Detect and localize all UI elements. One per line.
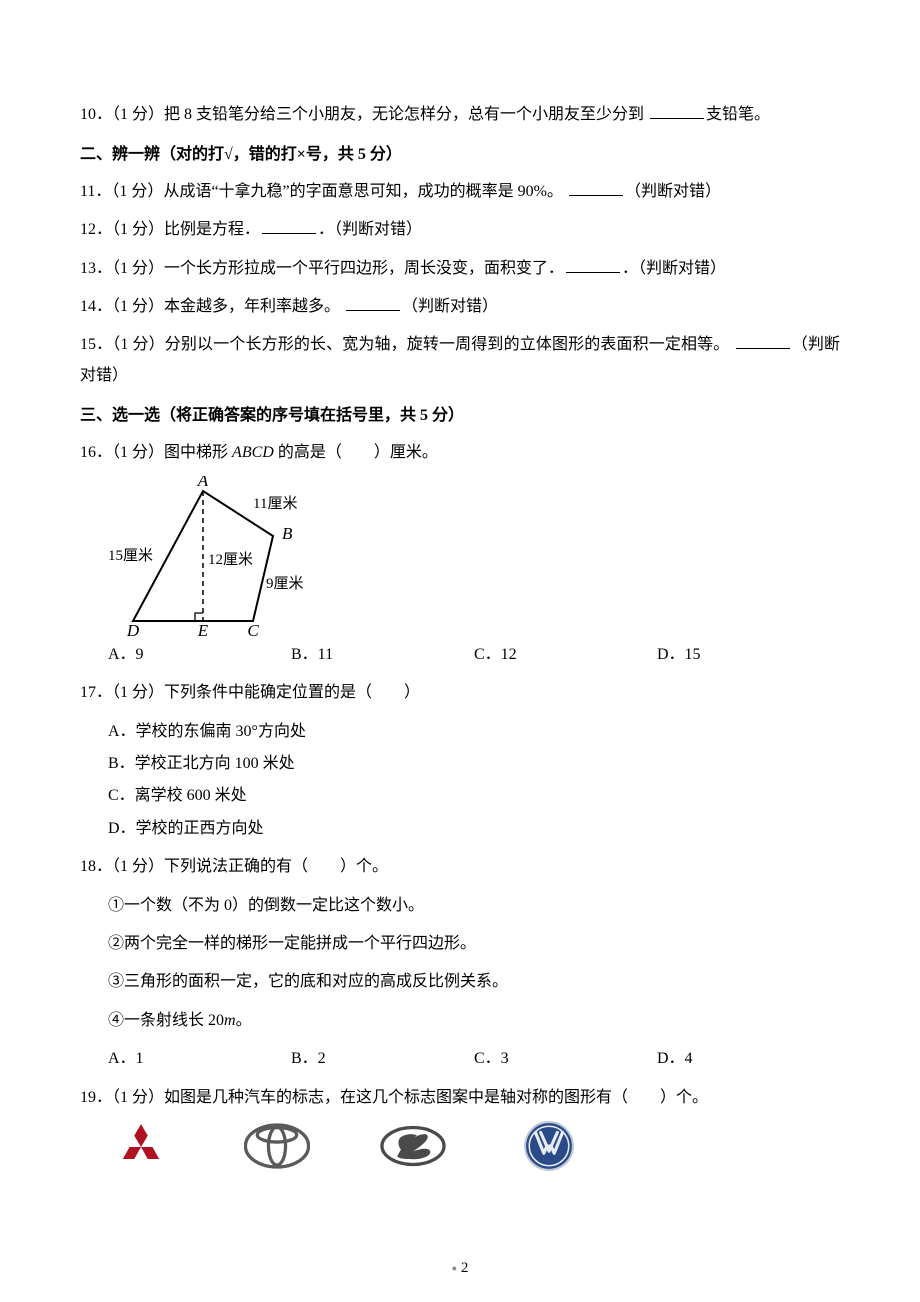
opt-c[interactable]: C．离学校 600 米处 <box>108 781 840 811</box>
opt-a[interactable]: A．1 <box>108 1044 291 1074</box>
page: 10．（1 分）把 8 支铅笔分给三个小朋友，无论怎样分，总有一个小朋友至少分到… <box>0 0 920 1302</box>
q18-stmt-4: ④一条射线长 20m。 <box>80 1006 840 1036</box>
q18-stmt-2: ②两个完全一样的梯形一定能拼成一个平行四边形。 <box>80 929 840 959</box>
qpts: （1 分） <box>111 183 163 200</box>
qpts: （1 分） <box>112 858 164 875</box>
qtext: 把 8 支铅笔分给三个小朋友，无论怎样分，总有一个小朋友至少分到 <box>164 106 648 123</box>
question-17: 17．（1 分）下列条件中能确定位置的是（ ） <box>80 678 840 708</box>
qtext: 从成语“十拿九稳”的字面意思可知，成功的概率是 90%。 <box>163 183 567 200</box>
blank-input[interactable] <box>650 102 704 119</box>
logo-row <box>80 1121 840 1171</box>
blank-input[interactable] <box>346 294 400 311</box>
qtext: 图中梯形 <box>164 444 232 461</box>
q18-options: A．1 B．2 C．3 D．4 <box>80 1044 840 1074</box>
qnum: 19 <box>80 1089 96 1106</box>
stmt4-b: 。 <box>236 1012 252 1029</box>
qpts: （1 分） <box>112 298 164 315</box>
stmt4-m: m <box>224 1012 236 1029</box>
qnum: 17 <box>80 684 96 701</box>
qpts: （1 分） <box>112 684 164 701</box>
qpts: （1 分） <box>112 260 164 277</box>
qtext-tail: 支铅笔。 <box>706 106 770 123</box>
qpts: （1 分） <box>112 336 165 353</box>
question-10: 10．（1 分）把 8 支铅笔分给三个小朋友，无论怎样分，总有一个小朋友至少分到… <box>80 100 840 130</box>
question-11: 11．（1 分）从成语“十拿九稳”的字面意思可知，成功的概率是 90%。 （判断… <box>80 177 840 207</box>
svg-text:C: C <box>247 621 259 636</box>
qnum: 15 <box>80 336 96 353</box>
trapezoid-diagram: A B C D E 11厘米 15厘米 12厘米 9厘米 <box>80 476 840 636</box>
question-13: 13．（1 分）一个长方形拉成一个平行四边形，周长没变，面积变了．．（判断对错） <box>80 254 840 284</box>
q18-stmt-3: ③三角形的面积一定，它的底和对应的高成反比例关系。 <box>80 967 840 997</box>
svg-text:12厘米: 12厘米 <box>208 551 253 568</box>
blank-input[interactable] <box>736 332 790 349</box>
qpts: （1 分） <box>112 444 164 461</box>
section-2-heading: 二、辨一辨（对的打√，错的打×号，共 5 分） <box>80 140 840 170</box>
opt-a[interactable]: A．9 <box>108 640 291 670</box>
stmt4-a: ④一条射线长 20 <box>108 1012 224 1029</box>
logo-hyundai <box>380 1121 446 1171</box>
qtext: 本金越多，年利率越多。 <box>164 298 344 315</box>
q18-stmt-1: ①一个数（不为 0）的倒数一定比这个数小。 <box>80 891 840 921</box>
qnum: 13 <box>80 260 96 277</box>
qnum: 16 <box>80 444 96 461</box>
svg-text:E: E <box>197 621 209 636</box>
qnum: 12 <box>80 221 96 238</box>
opt-b[interactable]: B．2 <box>291 1044 474 1074</box>
page-number: ● 2 <box>0 1254 920 1283</box>
qtext: 分别以一个长方形的长、宽为轴，旋转一周得到的立体图形的表面积一定相等。 <box>165 336 734 353</box>
qnum: 11 <box>80 183 95 200</box>
opt-c[interactable]: C．3 <box>474 1044 657 1074</box>
opt-b[interactable]: B．学校正北方向 100 米处 <box>108 749 840 779</box>
svg-text:9厘米: 9厘米 <box>266 575 304 592</box>
logo-mitsubishi <box>108 1121 174 1171</box>
opt-b[interactable]: B．11 <box>291 640 474 670</box>
qpts: （1 分） <box>112 221 164 238</box>
qtext: 下列条件中能确定位置的是（ ） <box>164 684 420 701</box>
qtext: 比例是方程． <box>164 221 260 238</box>
qnum: 14 <box>80 298 96 315</box>
q17-options: A．学校的东偏南 30°方向处 B．学校正北方向 100 米处 C．离学校 60… <box>80 717 840 845</box>
question-15: 15．（1 分）分别以一个长方形的长、宽为轴，旋转一周得到的立体图形的表面积一定… <box>80 330 840 391</box>
qnum: 18 <box>80 858 96 875</box>
svg-text:B: B <box>282 524 293 543</box>
qtext: 下列说法正确的有（ ）个。 <box>164 858 388 875</box>
svg-text:11厘米: 11厘米 <box>253 495 297 512</box>
opt-c[interactable]: C．12 <box>474 640 657 670</box>
qpts: （1 分） <box>112 106 164 123</box>
q16-options: A．9 B．11 C．12 D．15 <box>80 640 840 670</box>
svg-text:15厘米: 15厘米 <box>108 547 153 564</box>
qtext-tail: 的高是（ ）厘米。 <box>274 444 438 461</box>
question-19: 19．（1 分）如图是几种汽车的标志，在这几个标志图案中是轴对称的图形有（ ）个… <box>80 1083 840 1113</box>
question-16: 16．（1 分）图中梯形 ABCD 的高是（ ）厘米。 <box>80 438 840 468</box>
qpts: （1 分） <box>112 1089 164 1106</box>
qnum: 10 <box>80 106 96 123</box>
qtext-tail: （判断对错） <box>402 298 498 315</box>
opt-d[interactable]: D．4 <box>657 1044 840 1074</box>
blank-input[interactable] <box>262 217 316 234</box>
blank-input[interactable] <box>569 179 623 196</box>
qtext-tail: ．（判断对错） <box>622 260 726 277</box>
qtext: 一个长方形拉成一个平行四边形，周长没变，面积变了． <box>164 260 564 277</box>
opt-d[interactable]: D．15 <box>657 640 840 670</box>
svg-text:A: A <box>197 476 209 490</box>
section-3-heading: 三、选一选（将正确答案的序号填在括号里，共 5 分） <box>80 401 840 431</box>
qtext-tail: （判断对错） <box>625 183 721 200</box>
opt-d[interactable]: D．学校的正西方向处 <box>108 814 840 844</box>
logo-toyota <box>244 1121 310 1171</box>
svg-text:D: D <box>126 621 140 636</box>
qtext: 如图是几种汽车的标志，在这几个标志图案中是轴对称的图形有（ ）个。 <box>164 1089 708 1106</box>
qtext-tail: ．（判断对错） <box>318 221 422 238</box>
opt-a[interactable]: A．学校的东偏南 30°方向处 <box>108 717 840 747</box>
blank-input[interactable] <box>566 256 620 273</box>
question-14: 14．（1 分）本金越多，年利率越多。 （判断对错） <box>80 292 840 322</box>
question-18: 18．（1 分）下列说法正确的有（ ）个。 <box>80 852 840 882</box>
dot-icon: ● <box>452 1263 457 1273</box>
question-12: 12．（1 分）比例是方程．．（判断对错） <box>80 215 840 245</box>
page-number-value: 2 <box>461 1260 469 1276</box>
abcd-label: ABCD <box>232 444 274 461</box>
logo-volkswagen <box>516 1121 582 1171</box>
